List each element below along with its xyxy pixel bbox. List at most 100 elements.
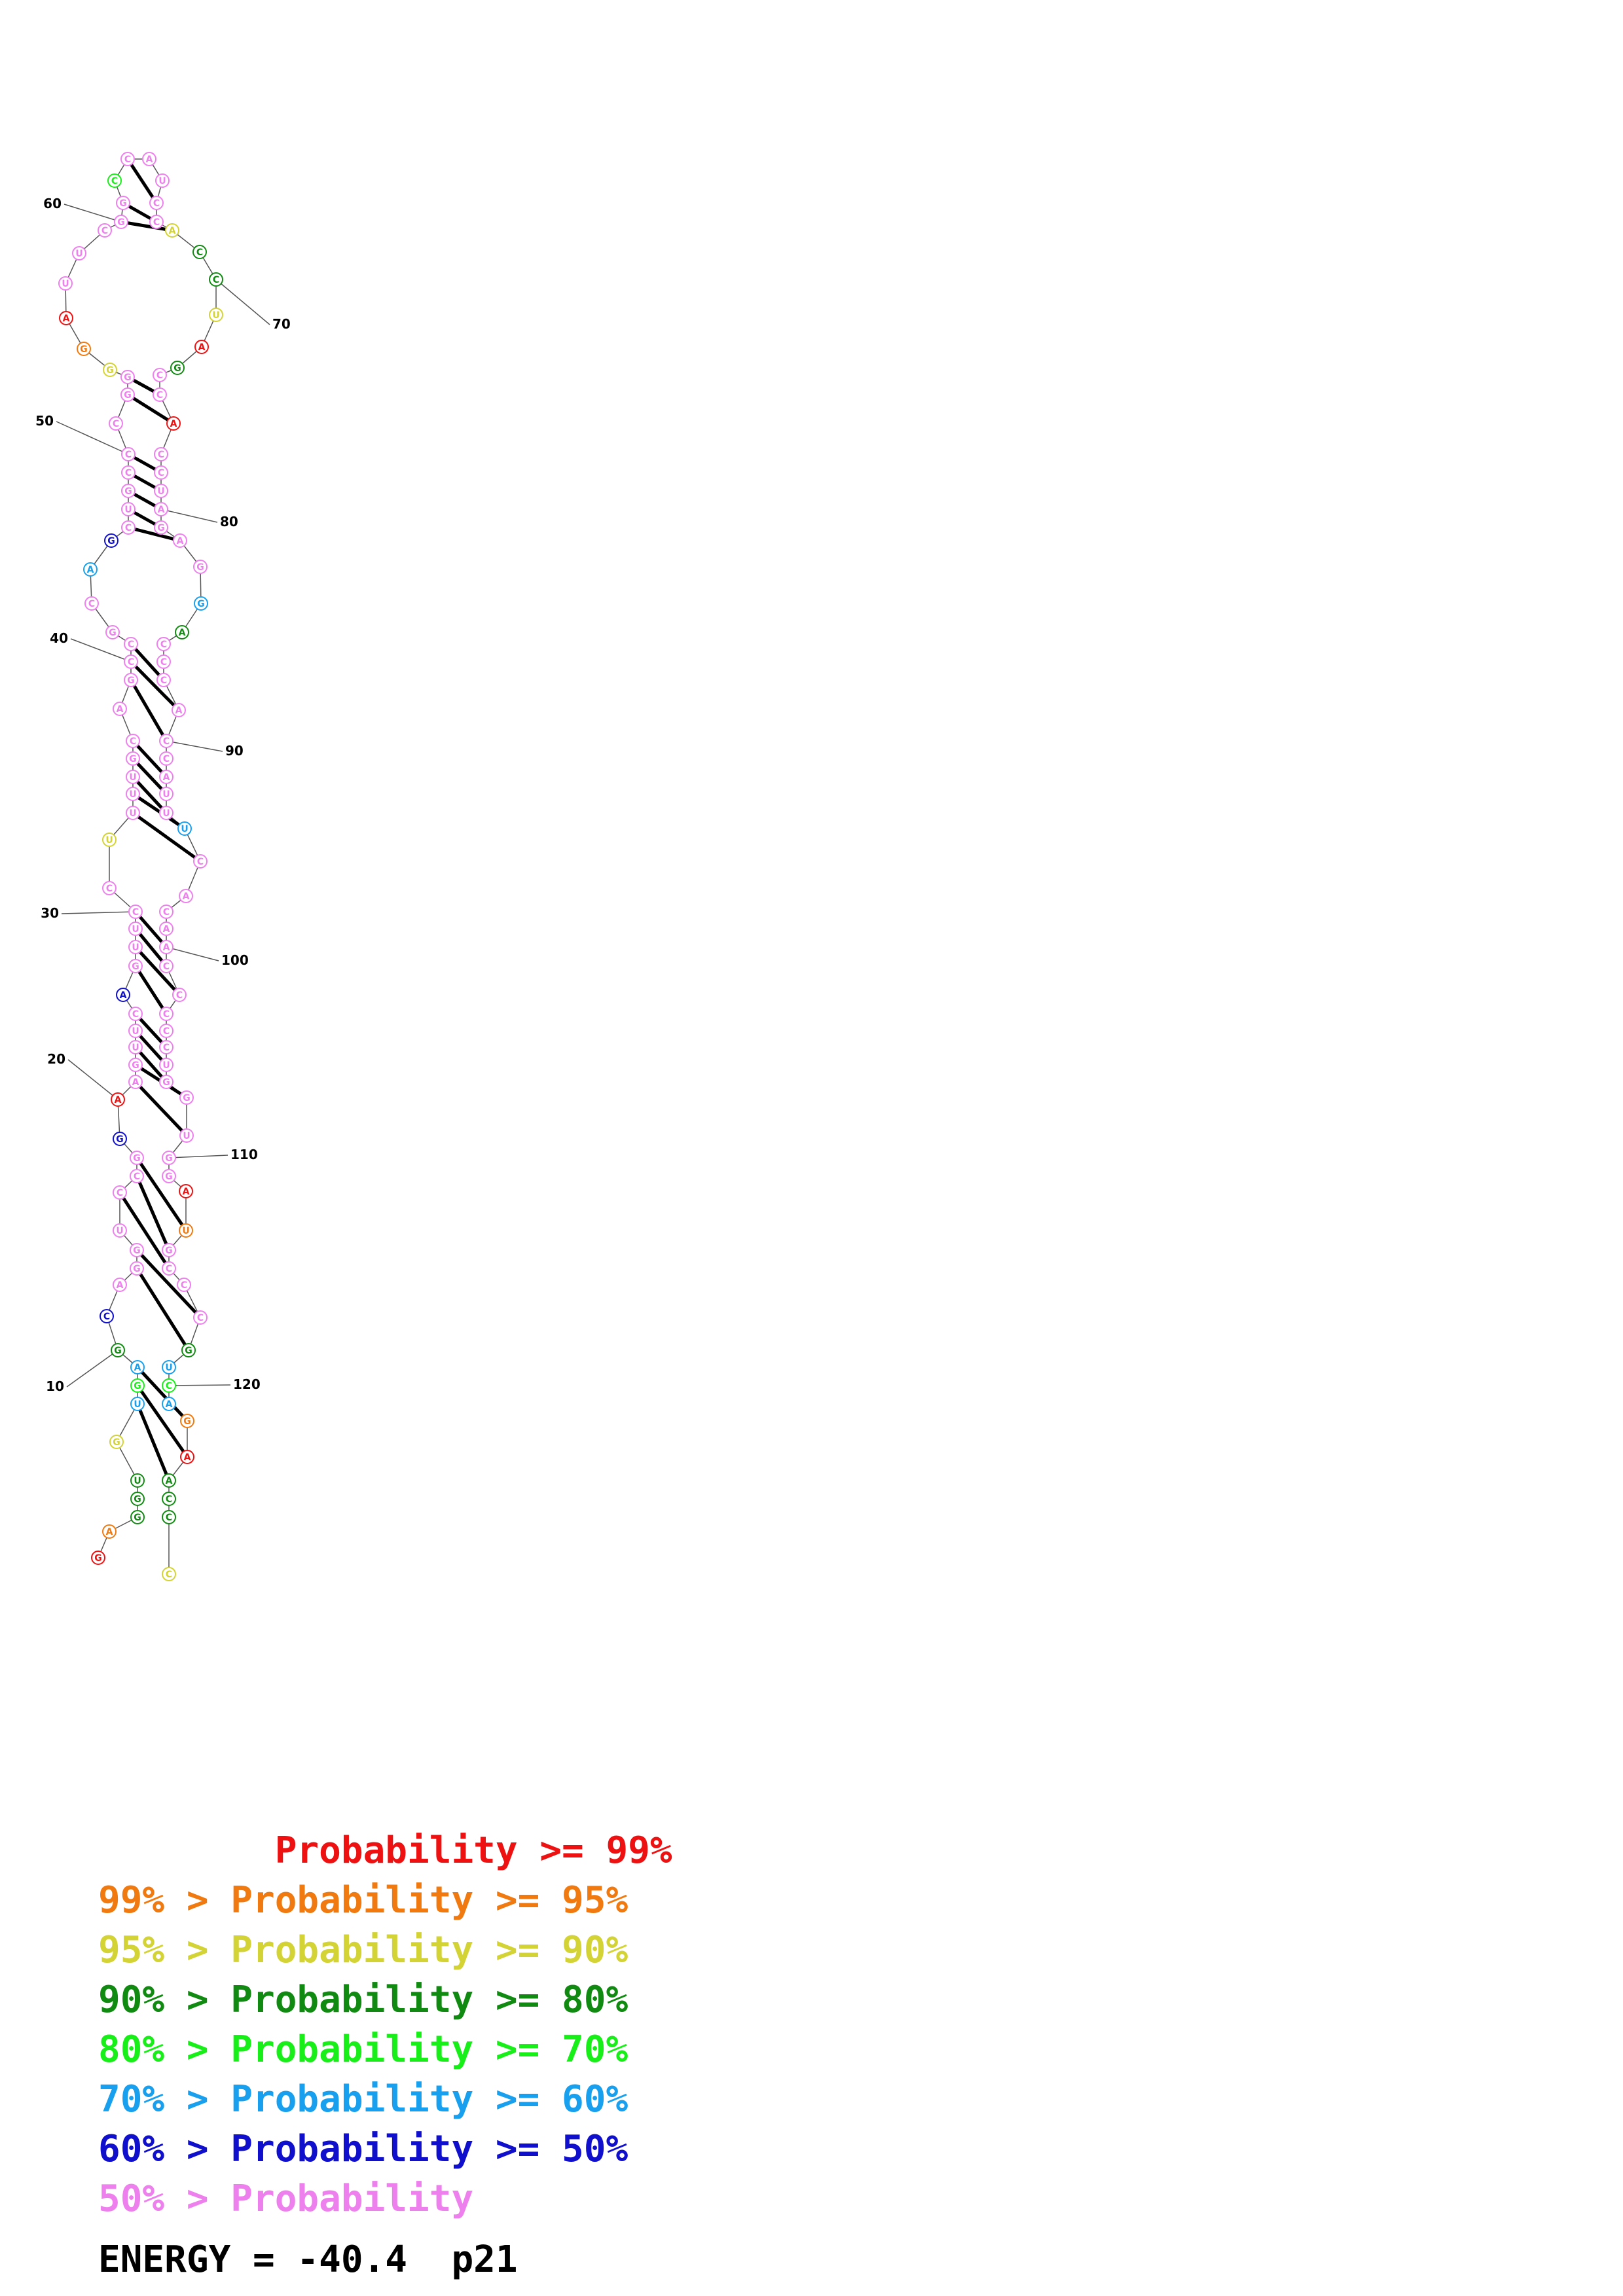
nucleotide-circle (170, 361, 185, 375)
base-pair-bond (136, 1249, 202, 1319)
residue-tick-line (215, 279, 270, 325)
nucleotide: A (128, 1075, 143, 1089)
residue-number-label: 90 (225, 743, 244, 759)
nucleotide-letter: C (103, 1312, 110, 1322)
nucleotide: G (104, 533, 119, 548)
nucleotide-letter: C (153, 217, 160, 228)
nucleotide: A (162, 1397, 176, 1411)
nucleotide: C (162, 1261, 176, 1276)
nucleotide-circle (116, 988, 130, 1002)
nucleotide-circle (102, 833, 117, 847)
nucleotide: G (128, 1058, 143, 1072)
nucleotide-letter: A (115, 1095, 122, 1105)
nucleotide: G (120, 387, 135, 402)
nucleotide-letter: A (106, 1527, 113, 1537)
legend-line: 90% > Probability >= 80% (98, 1979, 629, 2021)
nucleotide-circle (180, 1450, 194, 1464)
residue-tick-line (166, 740, 223, 752)
nucleotide-circle (128, 1040, 143, 1054)
nucleotide-circle (121, 484, 136, 498)
nucleotide: G (126, 751, 140, 766)
nucleotide-circle (172, 703, 186, 717)
nucleotide-letter: G (80, 344, 88, 355)
base-pair-bond (136, 1403, 171, 1481)
nucleotide-circle (180, 1414, 194, 1428)
nucleotide: C (193, 1310, 208, 1325)
nucleotide: U (126, 806, 140, 820)
nucleotide-letter: A (117, 704, 124, 715)
nucleotide-letter: G (132, 961, 139, 972)
nucleotide-circle (159, 806, 173, 820)
nucleotide-letter: G (106, 365, 114, 376)
nucleotide-circle (111, 1092, 125, 1107)
nucleotide-letter: G (134, 1381, 141, 1391)
nucleotide-circle (153, 368, 167, 382)
nucleotide-letter: G (185, 1346, 192, 1356)
base-pair-bond (128, 526, 181, 543)
residue-tick-line (66, 1350, 119, 1388)
residue-tick-line (168, 1384, 231, 1386)
nucleotide-letter: U (183, 1131, 190, 1141)
nucleotide-circle (194, 596, 208, 611)
nucleotide-circle (159, 734, 173, 748)
nucleotide: G (194, 596, 208, 611)
nucleotide: A (159, 940, 173, 954)
nucleotide-letter: U (162, 808, 170, 819)
nucleotide: C (172, 988, 187, 1002)
nucleotide-circle (120, 152, 135, 166)
nucleotide-letter: C (176, 990, 183, 1001)
nucleotide-circle (149, 215, 164, 229)
nucleotide-letter: G (116, 1134, 124, 1145)
nucleotide: U (155, 173, 170, 188)
nucleotide-circle (113, 1132, 127, 1146)
nucleotide-letter: C (128, 657, 134, 668)
residue-tick-line (70, 638, 132, 662)
nucleotide-circle (142, 152, 156, 166)
nucleotide-circle (193, 560, 208, 574)
residue-number-label: 10 (46, 1378, 64, 1394)
nucleotide: G (105, 625, 120, 639)
nucleotide-letter: C (156, 370, 163, 381)
nucleotide-circle (130, 1169, 144, 1183)
nucleotide-circle (154, 520, 168, 535)
nucleotide-circle (162, 1261, 176, 1276)
nucleotide-circle (159, 959, 173, 973)
nucleotide: U (102, 833, 117, 847)
nucleotide: A (130, 1360, 145, 1374)
nucleotide-letter: G (113, 1437, 120, 1448)
nucleotide: G (193, 560, 208, 574)
nucleotide-letter: U (162, 789, 170, 800)
nucleotide: A (159, 770, 173, 784)
nucleotide-circle (102, 881, 117, 895)
nucleotide-letter: C (160, 639, 167, 650)
base-pair-bond (130, 643, 165, 681)
nucleotide: G (120, 370, 135, 384)
nucleotide-letter: A (158, 505, 165, 515)
nucleotide: C (159, 905, 173, 919)
nucleotide-letter: C (166, 1264, 172, 1274)
residue-number-ticks: 10 20 30 40 50 60 70 80 90 100 110 120 (35, 196, 291, 1394)
nucleotide-circle (84, 596, 99, 611)
nucleotide-circle (130, 1510, 145, 1524)
nucleotide: C (154, 447, 168, 461)
nucleotide-letter: G (94, 1553, 102, 1564)
nucleotide-circle (193, 854, 208, 869)
nucleotide: C (124, 655, 138, 669)
nucleotide: U (128, 922, 143, 936)
nucleotide: C (100, 1309, 114, 1323)
nucleotide-letter: C (181, 1280, 187, 1291)
nucleotide: U (128, 940, 143, 954)
energy-label: ENERGY = -40.4 p21 (98, 2238, 518, 2281)
nucleotide-circle (130, 1492, 145, 1506)
nucleotide-letter: A (175, 706, 183, 716)
residue-number-label: 70 (272, 316, 291, 332)
nucleotide: G (77, 342, 91, 356)
nucleotide-circle (128, 1058, 143, 1072)
nucleotide-circle (107, 173, 122, 188)
nucleotide: A (179, 889, 193, 903)
nucleotide-circle (58, 276, 73, 291)
nucleotide: C (209, 272, 223, 287)
residue-number-label: 60 (43, 196, 62, 211)
nucleotide-letter: U (132, 942, 139, 953)
nucleotide: U (130, 1473, 145, 1488)
